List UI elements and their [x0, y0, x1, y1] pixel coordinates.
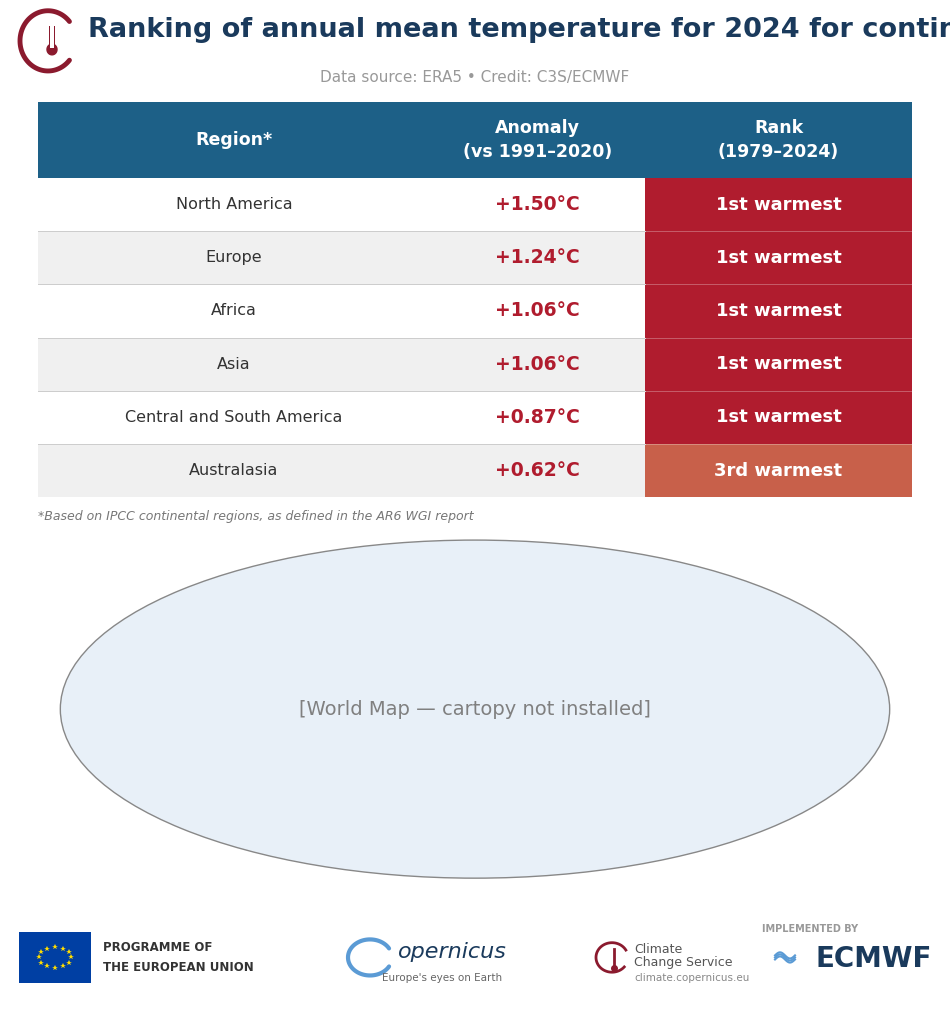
Text: Ranking of annual mean temperature for 2024 for continental regions: Ranking of annual mean temperature for 2…: [88, 17, 950, 43]
Text: Anomaly
(vs 1991–2020): Anomaly (vs 1991–2020): [463, 120, 612, 161]
Text: 1st warmest: 1st warmest: [715, 302, 842, 319]
Text: Europe: Europe: [206, 250, 262, 265]
Text: +1.24°C: +1.24°C: [495, 248, 580, 267]
FancyBboxPatch shape: [38, 102, 912, 178]
Text: +1.06°C: +1.06°C: [495, 354, 580, 374]
Text: PROGRAMME OF: PROGRAMME OF: [103, 941, 213, 953]
Text: 1st warmest: 1st warmest: [715, 355, 842, 373]
Text: THE EUROPEAN UNION: THE EUROPEAN UNION: [103, 962, 254, 974]
Text: Change Service: Change Service: [634, 956, 732, 969]
Text: +0.87°C: +0.87°C: [495, 408, 580, 427]
Text: Central and South America: Central and South America: [125, 410, 343, 425]
Text: [World Map — cartopy not installed]: [World Map — cartopy not installed]: [299, 699, 651, 719]
Text: Climate: Climate: [634, 943, 682, 955]
FancyBboxPatch shape: [50, 35, 54, 49]
FancyBboxPatch shape: [38, 285, 645, 338]
Text: Rank
(1979–2024): Rank (1979–2024): [718, 120, 839, 161]
Text: 1st warmest: 1st warmest: [715, 249, 842, 266]
Text: Region*: Region*: [196, 131, 273, 150]
FancyBboxPatch shape: [645, 444, 912, 498]
Text: opernicus: opernicus: [398, 942, 507, 963]
FancyBboxPatch shape: [38, 231, 645, 285]
Text: climate.copernicus.eu: climate.copernicus.eu: [634, 973, 750, 983]
Text: *Based on IPCC continental regions, as defined in the AR6 WGI report: *Based on IPCC continental regions, as d…: [38, 510, 474, 523]
Text: 1st warmest: 1st warmest: [715, 196, 842, 214]
FancyBboxPatch shape: [38, 178, 645, 231]
Text: 1st warmest: 1st warmest: [715, 409, 842, 426]
Text: Australasia: Australasia: [189, 463, 278, 478]
FancyBboxPatch shape: [645, 338, 912, 391]
Text: ECMWF: ECMWF: [815, 945, 931, 974]
Text: Europe's eyes on Earth: Europe's eyes on Earth: [382, 973, 503, 983]
FancyBboxPatch shape: [645, 178, 912, 231]
Text: +0.62°C: +0.62°C: [495, 461, 580, 480]
Text: 3rd warmest: 3rd warmest: [714, 462, 843, 479]
Text: Asia: Asia: [218, 356, 251, 372]
FancyBboxPatch shape: [38, 444, 645, 498]
Text: Africa: Africa: [211, 303, 256, 318]
FancyBboxPatch shape: [38, 391, 645, 444]
FancyBboxPatch shape: [645, 391, 912, 444]
FancyBboxPatch shape: [645, 231, 912, 285]
FancyBboxPatch shape: [49, 26, 55, 48]
FancyBboxPatch shape: [19, 932, 91, 983]
Text: +1.50°C: +1.50°C: [495, 195, 580, 214]
Text: IMPLEMENTED BY: IMPLEMENTED BY: [762, 924, 858, 934]
FancyBboxPatch shape: [50, 26, 54, 48]
Polygon shape: [47, 44, 57, 55]
FancyBboxPatch shape: [38, 338, 645, 391]
FancyBboxPatch shape: [645, 285, 912, 338]
Ellipse shape: [60, 540, 890, 879]
Text: +1.06°C: +1.06°C: [495, 301, 580, 321]
Text: North America: North America: [176, 197, 293, 212]
Text: Data source: ERA5 • Credit: C3S/ECMWF: Data source: ERA5 • Credit: C3S/ECMWF: [320, 70, 630, 85]
